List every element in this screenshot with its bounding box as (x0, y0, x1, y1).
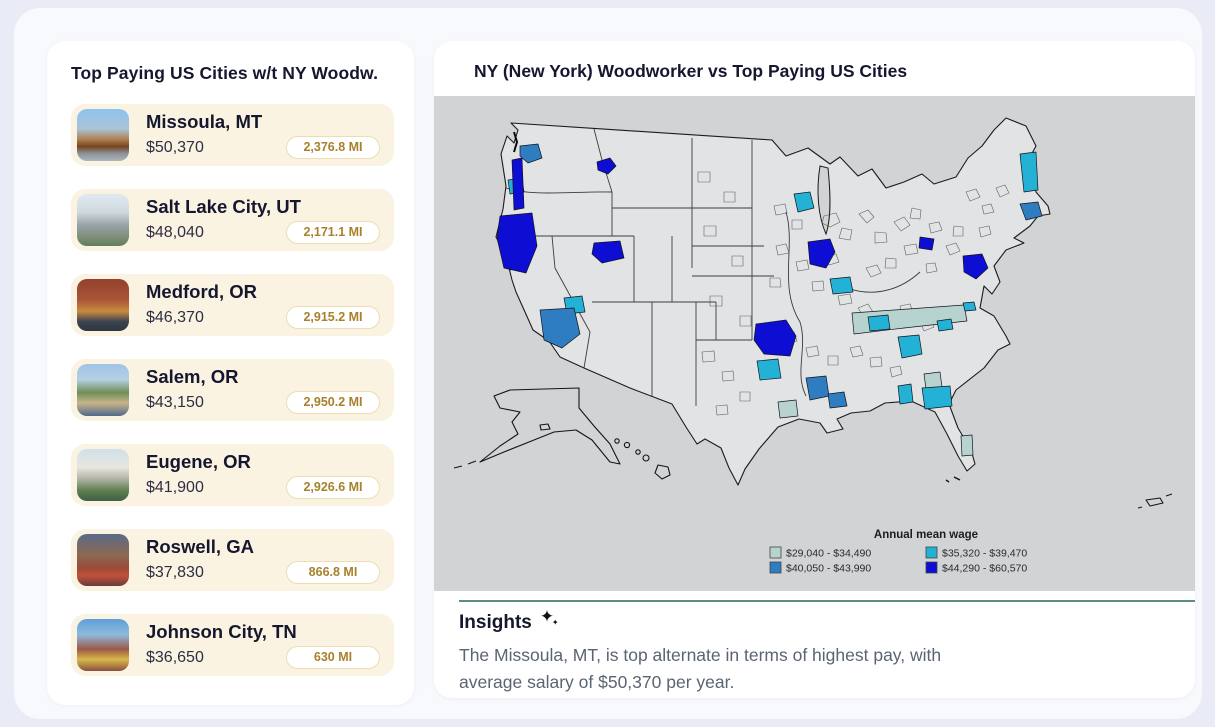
legend-swatch-2 (925, 546, 938, 559)
insights-text: The Missoula, MT, is top alternate in te… (459, 645, 942, 692)
florida-keys (945, 476, 961, 483)
hawaii (614, 438, 671, 480)
city-name: Johnson City, TN (146, 621, 297, 643)
city-card-johnson-city[interactable]: Johnson City, TN $36,650 630 MI (71, 614, 394, 676)
region-cleveland (918, 236, 935, 251)
region-stlouis (829, 276, 854, 295)
sidebar-top-paying-cities: Top Paying US Cities w/t NY Woodw. Misso… (47, 41, 414, 705)
legend-title: Annual mean wage (874, 529, 978, 541)
city-name: Salt Lake City, UT (146, 196, 301, 218)
map-title: NY (New York) Woodworker vs Top Paying U… (474, 61, 908, 81)
city-salary: $41,900 (146, 478, 204, 496)
alaska (453, 387, 621, 469)
lake-michigan (817, 165, 831, 236)
region-missoula (596, 157, 617, 175)
app-container: Top Paying US Cities w/t NY Woodw. Misso… (14, 8, 1202, 719)
legend-swatch-4 (925, 561, 938, 574)
city-name: Roswell, GA (146, 536, 254, 558)
region-la (539, 307, 581, 349)
city-card-eugene[interactable]: Eugene, OR $41,900 2,926.6 MI (71, 444, 394, 506)
city-salary: $50,370 (146, 138, 204, 156)
city-photo (77, 194, 129, 246)
city-card-salt-lake-city[interactable]: Salt Lake City, UT $48,040 2,171.1 MI (71, 189, 394, 251)
distance-badge: 2,171.1 MI (286, 221, 380, 244)
insights-heading: Insights ✦ ✦ (459, 607, 1159, 635)
distance-badge: 2,915.2 MI (286, 306, 380, 329)
metro-regions-layer (496, 143, 1043, 457)
city-salary: $46,370 (146, 308, 204, 326)
city-photo (77, 449, 129, 501)
region-maine (1019, 151, 1039, 193)
city-salary: $43,150 (146, 393, 204, 411)
legend-label-2: $35,320 - $39,470 (942, 548, 1027, 560)
region-louisiana-1 (805, 375, 830, 401)
us-choropleth-map: Annual mean wage $29,040 - $34,490 $35,3… (434, 96, 1195, 591)
region-seattle (519, 143, 543, 164)
city-card-medford[interactable]: Medford, OR $46,370 2,915.2 MI (71, 274, 394, 336)
distance-badge: 2,950.2 MI (286, 391, 380, 414)
city-name: Missoula, MT (146, 111, 263, 133)
region-madison (807, 238, 836, 269)
city-card-missoula[interactable]: Missoula, MT $50,370 2,376.8 MI (71, 104, 394, 166)
region-etexas (756, 358, 782, 381)
city-list: Missoula, MT $50,370 2,376.8 MI Salt Lak… (71, 104, 394, 676)
map-panel: NY (New York) Woodworker vs Top Paying U… (434, 41, 1195, 698)
city-name: Medford, OR (146, 281, 257, 303)
region-or-coast (511, 157, 525, 211)
puerto-rico (1137, 493, 1173, 509)
region-beaumont (777, 399, 799, 419)
region-dc-nyc (962, 253, 989, 280)
city-name: Salem, OR (146, 366, 239, 388)
region-minneapolis (793, 191, 815, 213)
legend-label-3: $40,050 - $43,990 (786, 563, 871, 575)
distance-badge: 2,926.6 MI (286, 476, 380, 499)
insights-divider (459, 600, 1195, 602)
puget-sound (513, 131, 519, 153)
sparkles-icon: ✦ ✦ (539, 607, 559, 627)
region-tn-3 (962, 301, 977, 312)
region-boston (1019, 201, 1043, 221)
distance-badge: 2,376.8 MI (286, 136, 380, 159)
city-photo (77, 279, 129, 331)
city-photo (77, 619, 129, 671)
region-tallahassee (897, 383, 914, 405)
city-salary: $48,040 (146, 223, 204, 241)
distance-badge: 866.8 MI (286, 561, 380, 584)
region-salt-lake (591, 240, 625, 264)
legend-label-1: $29,040 - $34,490 (786, 548, 871, 560)
sidebar-title: Top Paying US Cities w/t NY Woodw. (71, 63, 379, 83)
insights-title: Insights (459, 612, 532, 633)
city-photo (77, 109, 129, 161)
legend-swatch-3 (769, 561, 782, 574)
insights-section: Insights ✦ ✦ The Missoula, MT, is top al… (459, 607, 1159, 696)
region-jacksonville (921, 385, 953, 410)
map-canvas: Annual mean wage $29,040 - $34,490 $35,3… (434, 96, 1195, 591)
region-arkansas (753, 319, 797, 357)
city-name: Eugene, OR (146, 451, 251, 473)
region-norcal (496, 212, 538, 274)
region-louisiana-2 (827, 391, 848, 409)
legend-label-4: $44,290 - $60,570 (942, 563, 1027, 575)
city-card-roswell[interactable]: Roswell, GA $37,830 866.8 MI (71, 529, 394, 591)
region-fl-east (960, 434, 974, 457)
region-tn-2 (936, 318, 954, 332)
city-card-salem[interactable]: Salem, OR $43,150 2,950.2 MI (71, 359, 394, 421)
city-photo (77, 364, 129, 416)
city-photo (77, 534, 129, 586)
legend-swatch-1 (769, 546, 782, 559)
city-salary: $36,650 (146, 648, 204, 666)
region-tn-1 (867, 314, 891, 332)
city-salary: $37,830 (146, 563, 204, 581)
map-legend: Annual mean wage $29,040 - $34,490 $35,3… (769, 529, 1027, 575)
distance-badge: 630 MI (286, 646, 380, 669)
region-atlanta (897, 334, 923, 359)
